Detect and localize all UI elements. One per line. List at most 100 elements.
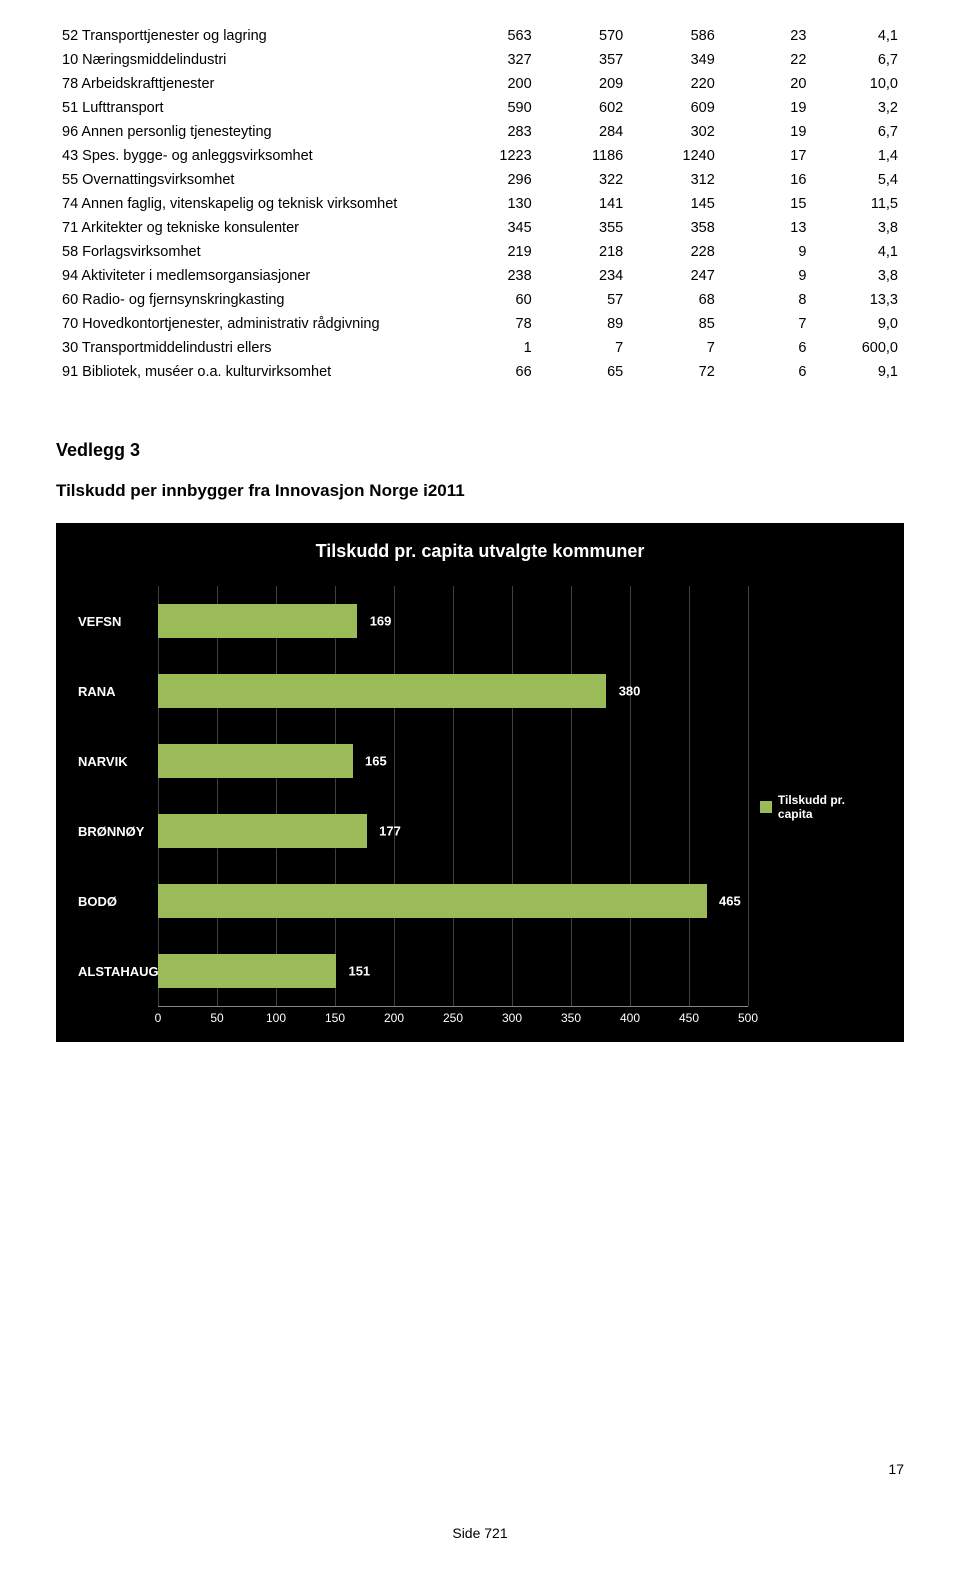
row-value: 17 bbox=[721, 144, 813, 168]
row-value: 1240 bbox=[629, 144, 721, 168]
row-label: 43 Spes. bygge- og anleggsvirksomhet bbox=[56, 144, 446, 168]
row-value: 228 bbox=[629, 240, 721, 264]
row-value: 13,3 bbox=[812, 288, 904, 312]
row-value: 563 bbox=[446, 24, 538, 48]
x-tick-label: 100 bbox=[266, 1011, 286, 1025]
row-value: 234 bbox=[538, 264, 630, 288]
bar-value-label: 465 bbox=[719, 894, 741, 909]
row-value: 590 bbox=[446, 96, 538, 120]
row-value: 8 bbox=[721, 288, 813, 312]
row-value: 19 bbox=[721, 120, 813, 144]
row-value: 1223 bbox=[446, 144, 538, 168]
row-value: 602 bbox=[538, 96, 630, 120]
bar-row: ALSTAHAUG151 bbox=[158, 952, 748, 990]
x-tick-label: 350 bbox=[561, 1011, 581, 1025]
row-label: 51 Lufttransport bbox=[56, 96, 446, 120]
row-label: 96 Annen personlig tjenesteyting bbox=[56, 120, 446, 144]
row-label: 60 Radio- og fjernsynskringkasting bbox=[56, 288, 446, 312]
row-value: 7 bbox=[721, 312, 813, 336]
row-value: 6,7 bbox=[812, 48, 904, 72]
row-value: 13 bbox=[721, 216, 813, 240]
row-label: 58 Forlagsvirksomhet bbox=[56, 240, 446, 264]
row-value: 220 bbox=[629, 72, 721, 96]
row-value: 66 bbox=[446, 360, 538, 384]
table-row: 58 Forlagsvirksomhet21921822894,1 bbox=[56, 240, 904, 264]
row-label: 78 Arbeidskrafttjenester bbox=[56, 72, 446, 96]
row-label: 30 Transportmiddelindustri ellers bbox=[56, 336, 446, 360]
row-value: 68 bbox=[629, 288, 721, 312]
row-value: 209 bbox=[538, 72, 630, 96]
x-tick-label: 150 bbox=[325, 1011, 345, 1025]
row-value: 3,8 bbox=[812, 216, 904, 240]
row-value: 586 bbox=[629, 24, 721, 48]
x-tick-label: 450 bbox=[679, 1011, 699, 1025]
row-value: 6 bbox=[721, 336, 813, 360]
legend-swatch bbox=[760, 801, 772, 813]
row-value: 78 bbox=[446, 312, 538, 336]
bar-row: VEFSN169 bbox=[158, 602, 748, 640]
bar-category-label: ALSTAHAUG bbox=[78, 964, 152, 979]
bar-category-label: RANA bbox=[78, 684, 152, 699]
table-row: 91 Bibliotek, muséer o.a. kulturvirksomh… bbox=[56, 360, 904, 384]
bar-fill: 151 bbox=[158, 954, 336, 988]
row-value: 219 bbox=[446, 240, 538, 264]
row-value: 218 bbox=[538, 240, 630, 264]
row-value: 327 bbox=[446, 48, 538, 72]
row-value: 247 bbox=[629, 264, 721, 288]
table-row: 43 Spes. bygge- og anleggsvirksomhet1223… bbox=[56, 144, 904, 168]
row-value: 600,0 bbox=[812, 336, 904, 360]
row-value: 322 bbox=[538, 168, 630, 192]
row-value: 6,7 bbox=[812, 120, 904, 144]
row-value: 1 bbox=[446, 336, 538, 360]
bar-value-label: 380 bbox=[619, 684, 641, 699]
row-value: 5,4 bbox=[812, 168, 904, 192]
row-value: 85 bbox=[629, 312, 721, 336]
row-label: 52 Transporttjenester og lagring bbox=[56, 24, 446, 48]
x-tick-label: 0 bbox=[155, 1011, 162, 1025]
row-value: 9,1 bbox=[812, 360, 904, 384]
bar-row: NARVIK165 bbox=[158, 742, 748, 780]
x-tick-label: 400 bbox=[620, 1011, 640, 1025]
row-label: 74 Annen faglig, vitenskapelig og teknis… bbox=[56, 192, 446, 216]
row-value: 89 bbox=[538, 312, 630, 336]
row-value: 10,0 bbox=[812, 72, 904, 96]
row-value: 57 bbox=[538, 288, 630, 312]
row-value: 284 bbox=[538, 120, 630, 144]
row-value: 349 bbox=[629, 48, 721, 72]
bar-row: BODØ465 bbox=[158, 882, 748, 920]
table-row: 71 Arkitekter og tekniske konsulenter345… bbox=[56, 216, 904, 240]
bar-value-label: 169 bbox=[370, 614, 392, 629]
bar-value-label: 151 bbox=[348, 964, 370, 979]
row-value: 11,5 bbox=[812, 192, 904, 216]
table-row: 70 Hovedkontortjenester, administrativ r… bbox=[56, 312, 904, 336]
row-value: 4,1 bbox=[812, 24, 904, 48]
row-value: 60 bbox=[446, 288, 538, 312]
x-tick-label: 200 bbox=[384, 1011, 404, 1025]
vedlegg-heading: Vedlegg 3 bbox=[56, 440, 904, 461]
bar-value-label: 177 bbox=[379, 824, 401, 839]
row-label: 55 Overnattingsvirksomhet bbox=[56, 168, 446, 192]
row-value: 7 bbox=[629, 336, 721, 360]
row-value: 357 bbox=[538, 48, 630, 72]
row-value: 9 bbox=[721, 240, 813, 264]
industry-table: 52 Transporttjenester og lagring56357058… bbox=[56, 24, 904, 384]
gridline bbox=[748, 586, 749, 1006]
row-value: 6 bbox=[721, 360, 813, 384]
row-value: 609 bbox=[629, 96, 721, 120]
row-value: 355 bbox=[538, 216, 630, 240]
page-number: 17 bbox=[888, 1461, 904, 1477]
chart-legend: Tilskudd pr. capita bbox=[752, 586, 882, 1028]
row-label: 91 Bibliotek, muséer o.a. kulturvirksomh… bbox=[56, 360, 446, 384]
bar-category-label: BRØNNØY bbox=[78, 824, 152, 839]
row-value: 296 bbox=[446, 168, 538, 192]
row-value: 283 bbox=[446, 120, 538, 144]
row-value: 200 bbox=[446, 72, 538, 96]
row-value: 23 bbox=[721, 24, 813, 48]
row-value: 570 bbox=[538, 24, 630, 48]
vedlegg-subtitle: Tilskudd per innbygger fra Innovasjon No… bbox=[56, 481, 904, 501]
row-value: 7 bbox=[538, 336, 630, 360]
bar-value-label: 165 bbox=[365, 754, 387, 769]
row-value: 345 bbox=[446, 216, 538, 240]
x-tick-label: 50 bbox=[210, 1011, 223, 1025]
row-value: 145 bbox=[629, 192, 721, 216]
